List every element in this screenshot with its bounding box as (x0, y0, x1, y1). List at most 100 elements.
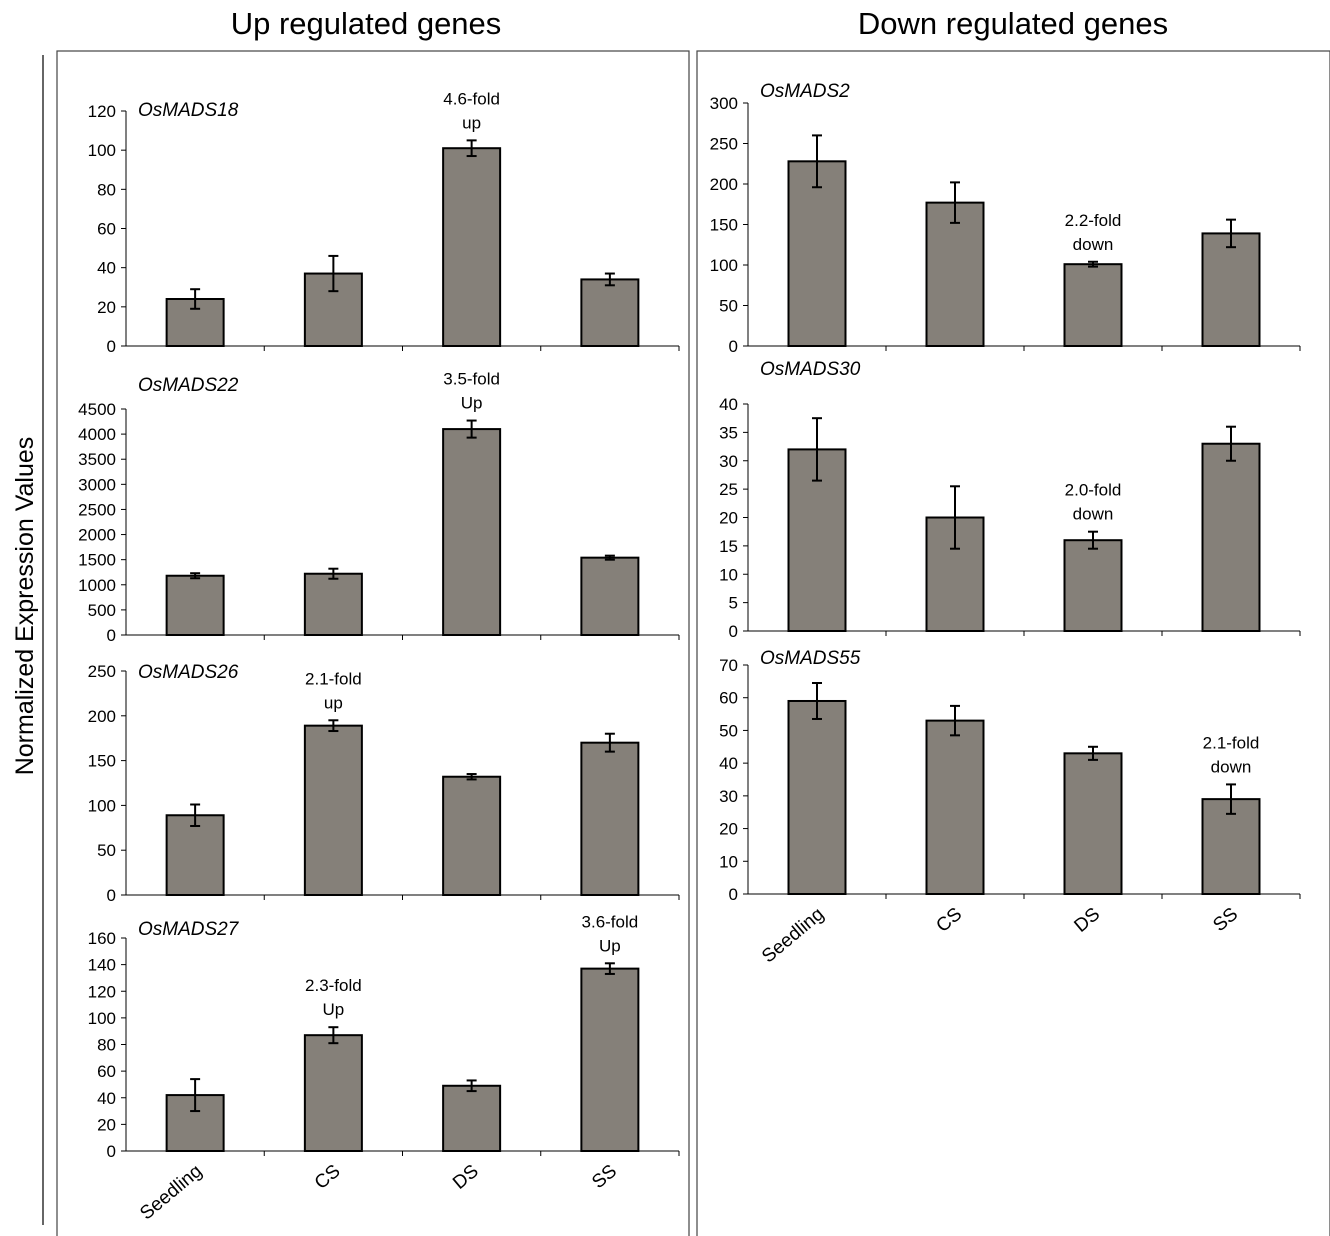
x-category-label: SS (588, 1161, 621, 1193)
y-tick-label: 50 (97, 841, 116, 860)
chart-down-3: 0 10 20 30 40 50 60 70 OsMADS55 2.1-fold down Seedl… (719, 648, 1301, 968)
y-tick-label: 60 (97, 220, 116, 239)
error-bar-seedling (190, 803, 201, 828)
y-tick-label: 0 (729, 885, 738, 904)
bar-cs (303, 724, 363, 896)
y-tick-label: 250 (710, 135, 738, 154)
y-axis-label: Normalized Expression Values (11, 437, 39, 776)
y-tick-label: 100 (88, 796, 116, 815)
bar-ss (580, 741, 640, 896)
x-category-label: DS (449, 1161, 483, 1194)
fold-change-label: 2.0-fold (1065, 481, 1122, 500)
down-regulated-frame (696, 50, 1330, 1236)
bar-cs (303, 1034, 363, 1153)
bar-ss (580, 556, 640, 636)
x-category-label: Seedling (758, 904, 828, 968)
y-tick-label: 200 (88, 707, 116, 726)
y-tick-label: 30 (719, 452, 738, 471)
error-bar-cs (328, 719, 339, 733)
gene-title: OsMADS2 (760, 81, 850, 102)
y-tick-label: 80 (97, 1036, 116, 1055)
y-tick-label: 3500 (78, 450, 116, 469)
y-tick-label: 2500 (78, 500, 116, 519)
y-tick-label: 2000 (78, 526, 116, 545)
fold-change-label: 2.1-fold (1203, 733, 1260, 752)
error-bar-ss (604, 272, 615, 287)
bar-ss (1201, 232, 1261, 347)
bar-ds (1063, 539, 1123, 633)
error-bar-seedling (190, 572, 201, 580)
error-bar-ds (1088, 745, 1098, 761)
y-tick-label: 0 (729, 622, 738, 641)
y-tick-label: 15 (719, 537, 738, 556)
fold-change-label: up (462, 113, 481, 132)
down-regulated-title: Down regulated genes (858, 6, 1168, 41)
y-tick-label: 0 (107, 886, 116, 905)
fold-change-label: Up (599, 936, 621, 955)
y-tick-label: 3000 (78, 475, 116, 494)
bar-ds (1063, 752, 1123, 895)
x-category-label: CS (311, 1161, 345, 1194)
fold-change-label: up (324, 693, 343, 712)
fold-change-label: down (1073, 235, 1114, 254)
fold-change-label: 3.6-fold (582, 912, 639, 931)
y-tick-label: 20 (97, 1115, 116, 1134)
chart-up-1: 0 20 40 60 80 100 120 OsMADS18 4.6-fold up (88, 89, 680, 356)
error-bar-seedling (190, 1078, 201, 1113)
fold-change-label: 3.5-fold (443, 370, 500, 389)
error-bar-cs (950, 485, 960, 550)
gene-title: OsMADS30 (760, 359, 861, 380)
fold-change-label: down (1211, 757, 1252, 776)
fold-change-label: 2.2-fold (1065, 211, 1122, 230)
y-tick-label: 40 (719, 754, 738, 773)
error-bar-ds (466, 419, 477, 439)
error-bar-ds (1088, 530, 1098, 550)
error-bar-ss (604, 962, 615, 975)
bar-ds (442, 775, 502, 897)
bar-seedling (787, 699, 847, 895)
y-tick-label: 50 (719, 721, 738, 740)
y-tick-label: 4000 (78, 425, 116, 444)
y-tick-label: 60 (719, 689, 738, 708)
y-tick-label: 20 (97, 298, 116, 317)
y-tick-label: 80 (97, 180, 116, 199)
error-bar-seedling (190, 288, 201, 310)
y-tick-label: 100 (88, 1009, 116, 1028)
error-bar-ss (1226, 425, 1236, 462)
x-category-label: CS (932, 904, 966, 937)
error-bar-ds (466, 773, 477, 781)
chart-up-3: 0 50 100 150 200 250 OsMADS26 2.1-fold up (88, 662, 680, 905)
bar-ds (442, 1084, 502, 1153)
bar-ds (442, 147, 502, 347)
fold-change-label: 2.1-fold (305, 669, 362, 688)
error-bar-cs (328, 1026, 339, 1045)
y-tick-label: 60 (97, 1062, 116, 1081)
error-bar-cs (950, 704, 960, 737)
y-tick-label: 140 (88, 956, 116, 975)
y-tick-label: 100 (710, 256, 738, 275)
y-tick-label: 160 (88, 929, 116, 948)
bar-seedling (787, 160, 847, 347)
fold-change-label: 4.6-fold (443, 89, 500, 108)
y-tick-label: 0 (107, 626, 116, 645)
bar-ds (1063, 263, 1123, 347)
y-tick-label: 0 (107, 337, 116, 356)
y-tick-label: 70 (719, 656, 738, 675)
y-tick-label: 10 (719, 852, 738, 871)
chart-down-1: 0 50 100 150 200 250 300 OsMADS2 2.2-fold down (710, 81, 1301, 356)
up-regulated-title: Up regulated genes (231, 6, 502, 41)
y-tick-label: 5 (729, 594, 738, 613)
bar-cs (925, 719, 985, 895)
y-tick-label: 200 (710, 175, 738, 194)
bar-seedling (165, 814, 225, 896)
y-tick-label: 500 (88, 601, 116, 620)
error-bar-seedling (812, 417, 822, 482)
y-tick-label: 20 (719, 820, 738, 839)
y-tick-label: 35 (719, 423, 738, 442)
bar-seedling (165, 574, 225, 637)
y-tick-label: 120 (88, 102, 116, 121)
chart-up-2: 0 500 1000 1500 2000 2500 3000 3500 4000 4500 OsMA… (78, 370, 680, 645)
y-tick-label: 40 (97, 1089, 116, 1108)
bar-ss (580, 278, 640, 347)
